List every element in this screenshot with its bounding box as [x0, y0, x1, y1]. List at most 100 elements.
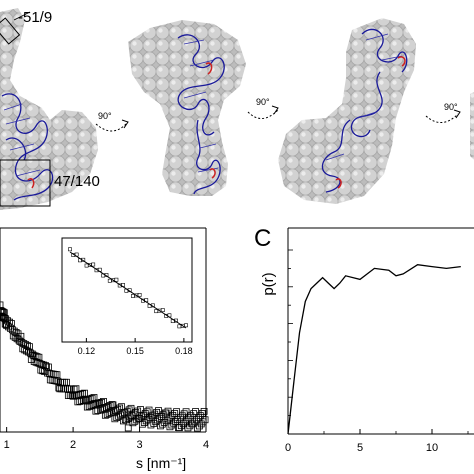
data-point-b — [118, 403, 125, 411]
data-point-b — [63, 378, 70, 386]
data-point-b — [92, 407, 100, 415]
envelope-model-4 — [470, 92, 474, 160]
data-point-b — [35, 353, 43, 361]
data-point-b — [198, 410, 206, 417]
data-point-outlier — [124, 424, 132, 432]
x-tick-label-b: 4 — [203, 439, 209, 451]
data-point-b — [179, 420, 187, 428]
x-axis-label-b: s [nm⁻¹] — [136, 455, 186, 471]
rotation-label-3: 90° — [444, 102, 458, 112]
x-tick-label-c: 10 — [426, 442, 438, 454]
x-axis-b: 1 2 3 4 — [4, 427, 209, 451]
data-point-b — [184, 424, 192, 432]
highlight-nucleotide-2 — [205, 62, 216, 179]
data-point-b — [113, 414, 121, 421]
inset-data-point — [150, 303, 155, 308]
data-point-b — [64, 385, 71, 393]
inset-data-point — [104, 273, 109, 277]
data-point-b — [145, 406, 153, 414]
data-series-b — [0, 301, 209, 432]
x-tick-label-b: 1 — [4, 439, 10, 451]
data-point-b — [171, 410, 179, 417]
data-point-b — [170, 419, 178, 427]
data-point-b — [177, 422, 185, 430]
x-tick-label-b: 3 — [136, 439, 142, 451]
pr-curve — [287, 264, 461, 435]
axes-frame-c — [287, 227, 474, 435]
data-point-b — [152, 418, 160, 426]
x-axis-c: 05101520 — [285, 429, 469, 454]
data-point-b — [105, 410, 113, 417]
panel-a: -51/9 47/140 90° 90° — [0, 8, 474, 210]
rotation-arrow-2: 90° — [247, 97, 279, 119]
inset-data-point — [91, 262, 96, 267]
data-point-b — [81, 389, 88, 397]
envelope-model-2 — [128, 20, 246, 196]
rotation-label-2: 90° — [256, 97, 270, 107]
box-top — [0, 17, 21, 45]
data-point-b — [53, 371, 61, 379]
panel-c: C p(r) 05101520 — [254, 225, 474, 454]
y-axis-label-c: p(r) — [260, 272, 277, 295]
inset-data-point — [174, 318, 178, 323]
rna-backbone-2 — [177, 34, 225, 195]
rotation-label-1: 90° — [98, 111, 112, 121]
data-point-b — [194, 424, 201, 432]
outlier-point-b — [124, 424, 132, 432]
data-point-b — [195, 422, 203, 430]
data-point-b — [38, 360, 46, 368]
inset-data-point — [184, 323, 188, 328]
inset-data-point — [114, 277, 119, 282]
panel-c-label: C — [254, 225, 271, 252]
data-point-b — [197, 420, 205, 428]
inset-data-point — [81, 257, 86, 262]
box-bottom — [0, 159, 51, 207]
envelope-model-3 — [278, 18, 416, 204]
data-point-b — [0, 301, 4, 309]
inset-data-point — [137, 292, 142, 297]
data-point-b — [173, 408, 180, 416]
data-point-b — [199, 418, 207, 426]
inset-x-tick-label: 0.18 — [175, 346, 193, 356]
data-point-b — [189, 420, 197, 428]
data-point-b — [62, 385, 69, 393]
inset-x-tick-label: 0.15 — [126, 346, 144, 356]
panel-b: 1 2 3 4 s [nm⁻¹] 0.12 0.15 0.18 — [0, 227, 209, 471]
highlight-nucleotide-1 — [27, 177, 35, 189]
inset-data-point — [97, 267, 102, 272]
rotation-arrow-3: 90° — [425, 102, 461, 123]
axes-frame-b — [0, 227, 207, 433]
label-bottom: 47/140 — [54, 173, 100, 190]
x-tick-label-c: 5 — [357, 442, 363, 454]
data-point-b — [168, 421, 176, 429]
inset-data-point — [121, 283, 125, 287]
highlight-nucleotide-3 — [335, 56, 406, 189]
inset-data-series — [68, 247, 188, 329]
inset-data-point — [167, 313, 172, 318]
data-point-b — [200, 407, 208, 415]
inset-b: 0.12 0.15 0.18 — [61, 237, 193, 356]
data-point-b — [45, 363, 52, 371]
data-point-b — [158, 420, 166, 428]
data-point-b — [111, 415, 119, 423]
inset-frame — [61, 237, 193, 343]
data-point-b — [115, 412, 123, 420]
data-point-b — [166, 423, 174, 431]
inset-data-point — [160, 308, 165, 313]
data-point-b — [176, 424, 183, 432]
data-point-b — [201, 416, 209, 424]
x-tick-label-c: 0 — [285, 442, 291, 454]
data-point-b — [78, 397, 86, 405]
label-top: -51/9 — [18, 9, 52, 26]
rotation-arrow-1: 90° — [95, 111, 129, 132]
inset-x-axis: 0.12 0.15 0.18 — [78, 338, 193, 356]
inset-data-point — [74, 252, 79, 257]
inset-data-point — [68, 247, 72, 252]
data-point-b — [157, 422, 164, 430]
data-point-b — [61, 378, 68, 386]
x-tick-label-b: 2 — [70, 439, 76, 451]
inset-x-tick-label: 0.12 — [78, 346, 96, 356]
inset-data-point — [144, 298, 149, 303]
inset-data-point — [127, 288, 132, 293]
